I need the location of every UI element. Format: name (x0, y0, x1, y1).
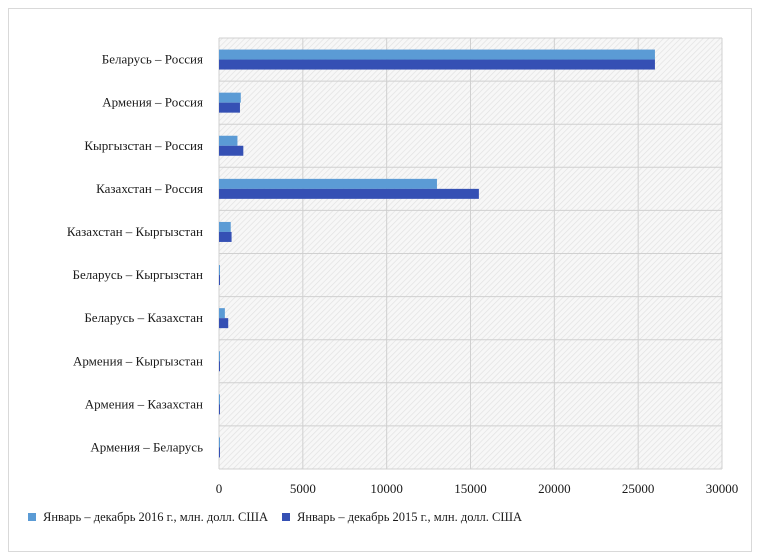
bar (219, 49, 655, 60)
x-tick-labels: 0 5000 10000 15000 20000 25000 30000 (216, 481, 739, 496)
x-tick-label: 25000 (622, 481, 655, 496)
category-labels: Беларусь – Россия Армения – Россия Кыргызс… (67, 52, 203, 455)
bar (219, 59, 655, 70)
legend: Январь – декабрь 2016 г., млн. долл. США… (28, 510, 522, 524)
bar (219, 221, 231, 232)
category-label: Казахстан – Россия (96, 181, 203, 196)
x-tick-label: 5000 (290, 481, 316, 496)
x-tick-label: 0 (216, 481, 223, 496)
legend-label: Январь – декабрь 2016 г., млн. долл. США (43, 510, 268, 524)
x-tick-label: 15000 (454, 481, 487, 496)
x-tick-label: 10000 (370, 481, 403, 496)
bar (219, 308, 225, 319)
bar (219, 318, 229, 329)
bar (219, 275, 221, 286)
category-label: Беларусь – Кыргызстан (73, 267, 204, 282)
category-label: Казахстан – Кыргызстан (67, 224, 203, 239)
category-label: Армения – Кыргызстан (73, 353, 203, 368)
bar (219, 92, 241, 103)
category-label: Армения – Россия (102, 95, 203, 110)
bar (219, 351, 220, 362)
gridlines (218, 37, 723, 470)
bar (219, 231, 232, 242)
bar (219, 135, 238, 146)
x-tick-label: 30000 (706, 481, 739, 496)
bar (219, 437, 220, 448)
bars (219, 49, 655, 458)
bar (219, 447, 220, 458)
bar (219, 102, 240, 113)
legend-label: Январь – декабрь 2015 г., млн. долл. США (297, 510, 522, 524)
bar (219, 145, 244, 156)
bar (219, 178, 437, 189)
bar (219, 188, 479, 199)
category-label: Армения – Беларусь (90, 439, 203, 454)
category-label: Кыргызстан – Россия (84, 138, 203, 153)
bar (219, 394, 220, 405)
category-label: Беларусь – Россия (102, 52, 203, 67)
category-label: Беларусь – Казахстан (84, 310, 203, 325)
bar (219, 404, 220, 415)
bar (219, 265, 220, 276)
category-label: Армения – Казахстан (85, 396, 203, 411)
legend-swatch (282, 513, 290, 521)
x-tick-label: 20000 (538, 481, 571, 496)
legend-swatch (28, 513, 36, 521)
bar (219, 361, 220, 372)
